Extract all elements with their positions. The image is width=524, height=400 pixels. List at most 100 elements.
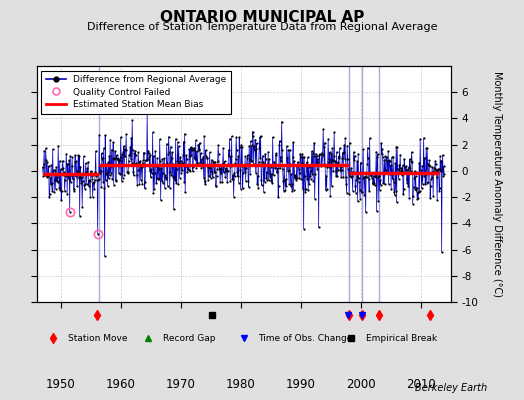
Point [146, 168, 154, 174]
Point [259, 159, 267, 165]
Point [343, 190, 351, 196]
Point [438, 249, 446, 255]
Point [383, 154, 391, 160]
Point [276, 165, 285, 172]
Point [267, 164, 275, 171]
Point [269, 172, 278, 178]
Point [370, 182, 379, 188]
Point [177, 158, 185, 164]
Point [126, 156, 135, 162]
Point [42, 174, 51, 180]
Point [296, 170, 304, 176]
Point [439, 172, 447, 179]
Point [280, 162, 288, 168]
Point [361, 174, 369, 180]
Point [417, 166, 425, 173]
Point [337, 174, 345, 180]
Point [313, 166, 321, 172]
Point [383, 158, 391, 164]
Point [333, 159, 342, 166]
Point [52, 164, 60, 170]
Point [360, 192, 368, 198]
Point [181, 189, 189, 196]
Point [350, 156, 358, 163]
Point [311, 150, 320, 157]
Point [172, 166, 181, 172]
Point [224, 146, 233, 153]
Point [221, 174, 230, 180]
Point [96, 168, 105, 174]
Point [142, 157, 150, 164]
Point [203, 155, 211, 161]
Point [92, 173, 101, 179]
Point [137, 164, 146, 170]
Point [388, 176, 397, 182]
Point [245, 143, 253, 149]
Point [75, 213, 84, 219]
Point [59, 165, 68, 172]
Point [154, 163, 162, 169]
Point [365, 135, 374, 141]
Point [409, 193, 417, 199]
Point [249, 161, 258, 167]
Point [435, 184, 444, 191]
Point [235, 143, 244, 150]
Point [278, 118, 286, 125]
Point [44, 173, 52, 180]
Point [324, 136, 332, 142]
Point [222, 165, 230, 172]
Point [248, 128, 257, 135]
Point [268, 180, 276, 186]
Point [168, 149, 177, 156]
Point [99, 179, 107, 185]
Point [289, 154, 297, 160]
Point [72, 158, 80, 164]
Point [146, 152, 155, 158]
Point [257, 176, 265, 183]
Point [71, 159, 79, 166]
Point [237, 163, 246, 169]
Point [317, 162, 325, 168]
Point [149, 190, 157, 196]
Point [167, 172, 176, 178]
Point [67, 179, 75, 185]
Point [92, 148, 100, 154]
Point [169, 174, 177, 180]
Point [422, 145, 430, 152]
Point [352, 176, 361, 183]
Point [201, 178, 209, 184]
Point [393, 144, 401, 150]
Point [108, 155, 117, 161]
Point [284, 147, 292, 153]
Point [367, 170, 376, 176]
Point [89, 180, 97, 186]
Point [190, 147, 199, 153]
Point [246, 138, 255, 144]
Point [204, 162, 213, 169]
Point [119, 149, 127, 155]
Point [355, 186, 364, 193]
Point [118, 151, 126, 158]
Point [374, 151, 382, 157]
Point [54, 170, 63, 176]
Point [281, 176, 290, 182]
Point [366, 171, 374, 178]
Point [371, 170, 379, 176]
Point [228, 176, 236, 182]
Point [88, 172, 96, 179]
Point [300, 154, 308, 160]
Point [322, 172, 330, 179]
Point [375, 172, 383, 179]
Point [365, 188, 373, 194]
Point [378, 154, 387, 160]
Point [220, 162, 228, 168]
Point [39, 172, 47, 179]
Point [400, 156, 408, 162]
Point [127, 160, 136, 166]
Point [39, 160, 48, 167]
Point [381, 153, 389, 160]
Text: Station Move: Station Move [68, 334, 127, 343]
Point [155, 176, 163, 182]
Point [270, 163, 279, 170]
Point [173, 158, 181, 164]
